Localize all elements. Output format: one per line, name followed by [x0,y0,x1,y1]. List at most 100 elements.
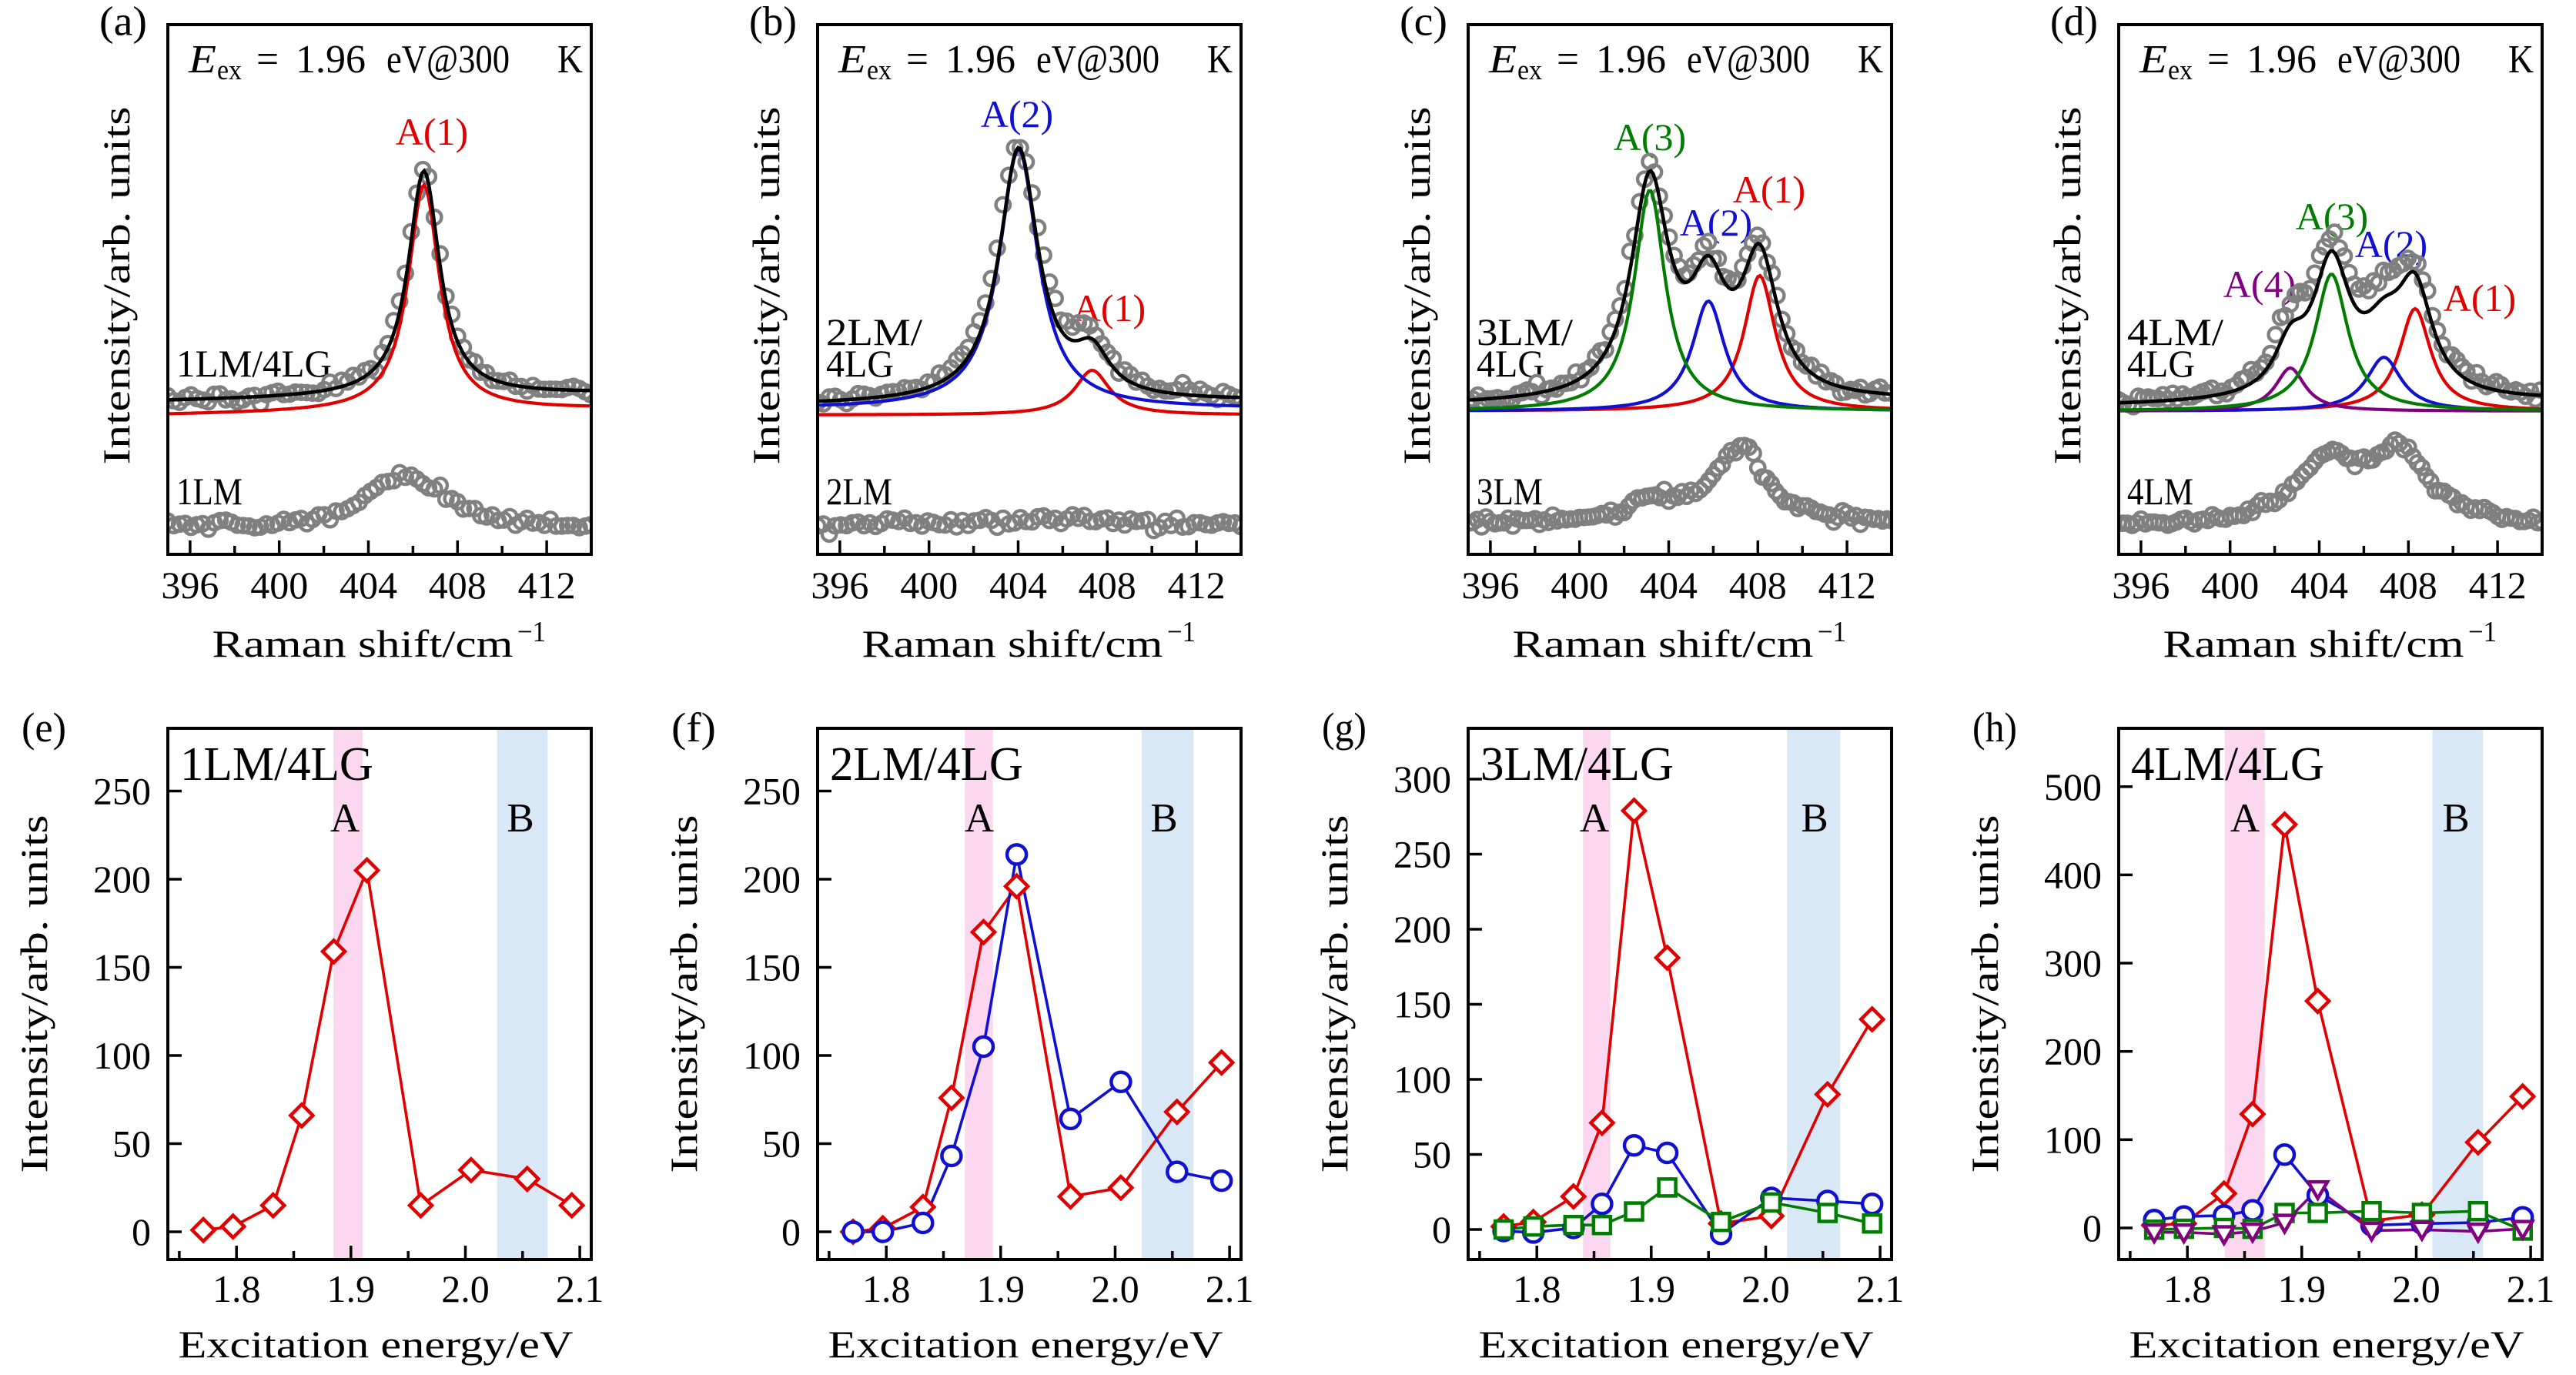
svg-text:=: = [2207,38,2230,82]
svg-text:400: 400 [250,564,308,607]
svg-text:E: E [1488,38,1517,82]
svg-text:300: 300 [2044,942,2102,985]
svg-text:1.9: 1.9 [327,1267,376,1310]
svg-text:Excitation energy/eV: Excitation energy/eV [828,1323,1223,1366]
svg-text:250: 250 [743,770,801,813]
svg-text:2.1: 2.1 [1856,1267,1905,1310]
svg-text:E: E [2139,38,2167,82]
svg-text:Intensity/arb. units: Intensity/arb. units [12,815,55,1173]
svg-text:404: 404 [340,564,397,607]
svg-text:1.8: 1.8 [2163,1267,2212,1310]
svg-text:1.8: 1.8 [862,1267,911,1310]
svg-text:1.96: 1.96 [945,38,1015,82]
svg-text:K: K [1858,38,1883,82]
svg-text:ex: ex [217,55,242,86]
svg-text:250: 250 [1393,833,1451,876]
svg-text:0: 0 [132,1210,151,1253]
svg-text:−1: −1 [1167,616,1196,648]
svg-text:2LM/4LG: 2LM/4LG [830,738,1023,791]
svg-text:408: 408 [1079,564,1136,607]
svg-text:500: 500 [2044,765,2102,808]
svg-text:1LM/4LG: 1LM/4LG [180,738,373,791]
svg-text:A(1): A(1) [2444,276,2516,319]
svg-text:412: 412 [1818,564,1876,607]
svg-text:4LG: 4LG [2127,342,2195,385]
svg-text:396: 396 [1461,564,1519,607]
svg-text:ex: ex [867,55,892,86]
svg-text:(d): (d) [2050,0,2098,45]
svg-text:Intensity/arb. units: Intensity/arb. units [744,107,788,465]
svg-text:0: 0 [781,1210,801,1253]
svg-text:(b): (b) [749,0,797,45]
svg-text:100: 100 [743,1034,801,1077]
svg-text:396: 396 [161,564,219,607]
svg-text:Excitation energy/eV: Excitation energy/eV [179,1323,574,1366]
svg-text:396: 396 [2112,564,2170,607]
svg-text:Intensity/arb. units: Intensity/arb. units [1395,107,1438,465]
svg-text:50: 50 [762,1122,801,1166]
svg-text:408: 408 [429,564,487,607]
svg-text:1.9: 1.9 [1628,1267,1676,1310]
svg-text:4LM/4LG: 4LM/4LG [2131,738,2324,791]
svg-text:400: 400 [2201,564,2259,607]
svg-text:404: 404 [989,564,1047,607]
svg-text:B: B [1801,796,1828,841]
svg-text:404: 404 [2290,564,2348,607]
svg-text:400: 400 [2044,853,2102,896]
svg-text:Intensity/arb. units: Intensity/arb. units [662,815,705,1173]
svg-text:A(1): A(1) [1733,168,1805,211]
svg-text:eV@300: eV@300 [1687,38,1810,82]
svg-text:200: 200 [2044,1030,2102,1073]
svg-text:B: B [2442,796,2469,841]
svg-text:Raman shift/cm: Raman shift/cm [862,622,1163,665]
svg-text:2.1: 2.1 [2507,1267,2555,1310]
svg-text:1.9: 1.9 [2278,1267,2327,1310]
svg-text:1.96: 1.96 [2246,38,2317,82]
svg-text:412: 412 [518,564,576,607]
svg-text:1.8: 1.8 [1513,1267,1561,1310]
svg-text:A(3): A(3) [1614,115,1686,159]
svg-text:3LM/: 3LM/ [1477,310,1573,353]
svg-text:100: 100 [93,1034,151,1077]
svg-text:Intensity/arb. units: Intensity/arb. units [1963,815,2006,1173]
svg-text:eV@300: eV@300 [2337,38,2461,82]
svg-text:4LG: 4LG [1477,342,1544,385]
svg-text:K: K [557,38,583,82]
svg-text:412: 412 [2469,564,2527,607]
svg-text:4LG: 4LG [826,342,894,385]
svg-text:404: 404 [1640,564,1698,607]
svg-text:250: 250 [93,770,151,813]
svg-text:100: 100 [2044,1118,2102,1161]
svg-text:3LM: 3LM [1477,470,1543,513]
svg-text:A: A [2230,796,2260,841]
svg-text:150: 150 [743,946,801,989]
svg-text:200: 200 [93,858,151,901]
svg-text:A: A [1580,796,1609,841]
svg-text:Raman shift/cm: Raman shift/cm [2163,622,2464,665]
svg-text:408: 408 [1729,564,1787,607]
svg-text:2.1: 2.1 [556,1267,604,1310]
svg-text:E: E [188,38,216,82]
svg-text:400: 400 [1551,564,1608,607]
svg-text:K: K [2508,38,2534,82]
svg-text:ex: ex [2168,55,2193,86]
svg-text:(h): (h) [1972,704,2017,751]
svg-text:K: K [1207,38,1233,82]
svg-text:300: 300 [1393,758,1451,801]
svg-text:150: 150 [93,946,151,989]
svg-text:−1: −1 [517,616,546,648]
svg-text:A(2): A(2) [981,92,1053,135]
svg-text:−1: −1 [2468,616,2497,648]
svg-text:50: 50 [1413,1133,1451,1176]
svg-text:1.96: 1.96 [1596,38,1666,82]
svg-text:Excitation energy/eV: Excitation energy/eV [1479,1323,1874,1366]
svg-text:1.96: 1.96 [296,38,366,82]
svg-text:A(2): A(2) [1680,201,1752,244]
svg-text:400: 400 [900,564,958,607]
svg-text:4LM/: 4LM/ [2127,310,2223,353]
svg-text:Raman shift/cm: Raman shift/cm [1513,622,1814,665]
svg-text:2.0: 2.0 [2392,1267,2441,1310]
svg-text:=: = [256,38,279,82]
svg-text:0: 0 [2083,1206,2102,1250]
svg-text:2LM/: 2LM/ [826,310,922,353]
